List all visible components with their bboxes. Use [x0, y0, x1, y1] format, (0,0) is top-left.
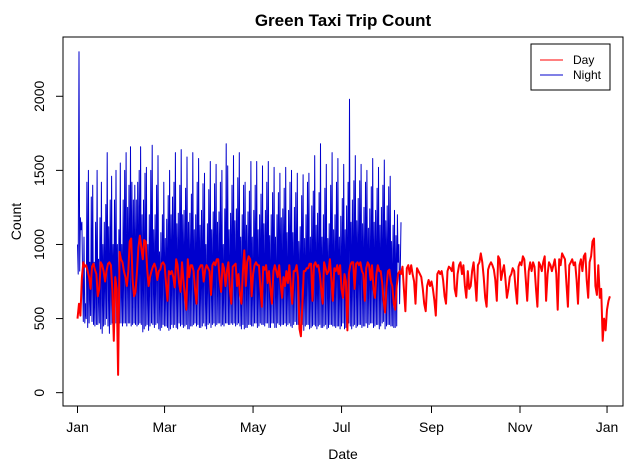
legend-box [530, 43, 611, 91]
series-line-night [77, 51, 402, 349]
x-tick-label: May [240, 419, 266, 435]
y-tick-label: 1500 [31, 155, 47, 186]
x-tick-label: Jul [333, 419, 351, 435]
legend: Day Night [530, 43, 611, 91]
y-tick-label: 500 [31, 307, 47, 331]
y-axis-label: Count [8, 203, 24, 240]
series-line-day [76, 234, 611, 376]
x-axis-label: Date [328, 446, 358, 462]
legend-label-day: Day [573, 53, 594, 67]
y-tick-label: 1000 [31, 229, 47, 260]
x-tick-label: Jan [66, 419, 89, 435]
chart-title: Green Taxi Trip Count [255, 11, 432, 30]
y-axis: 0 500 1000 1500 2000 [31, 80, 64, 397]
x-axis: Jan Mar May Jul Sep Nov Jan [66, 405, 619, 435]
x-tick-label: Nov [508, 419, 533, 435]
series-group [76, 51, 611, 376]
x-tick-label: Jan [596, 419, 619, 435]
x-tick-label: Mar [152, 419, 176, 435]
y-tick-label: 2000 [31, 80, 47, 111]
y-tick-label: 0 [31, 389, 47, 397]
x-tick-label: Sep [419, 419, 444, 435]
legend-label-night: Night [573, 68, 602, 82]
